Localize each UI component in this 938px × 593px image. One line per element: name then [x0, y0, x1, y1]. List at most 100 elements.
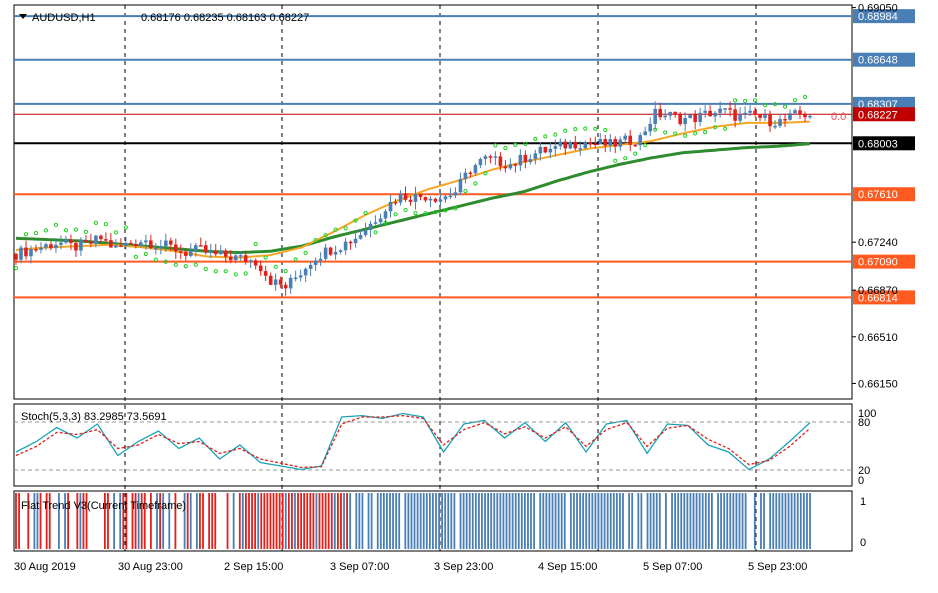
flat-trend-bar	[631, 493, 634, 549]
level-label-bg	[853, 9, 915, 24]
candle-body	[483, 156, 488, 160]
flat-trend-bar	[432, 493, 434, 549]
candle-body	[658, 108, 662, 118]
main-price-pane[interactable]	[13, 4, 853, 400]
sar-dot	[673, 131, 678, 136]
flat-trend-bar	[453, 493, 456, 549]
flat-trend-bar	[404, 493, 407, 549]
flat-trend-bar	[260, 493, 263, 549]
candle-body	[803, 114, 807, 118]
flat-trend-bar	[784, 493, 787, 549]
flat-trend-bar	[33, 493, 36, 549]
flat-trend-bar	[186, 493, 189, 549]
flat-trend-bar	[76, 493, 79, 549]
candle-body	[398, 193, 403, 203]
sar-dot	[163, 259, 168, 264]
candle-body	[793, 110, 797, 114]
flat-trend-bar	[428, 493, 431, 549]
sar-dot	[633, 151, 638, 156]
sar-dot	[63, 228, 69, 233]
sar-dot	[363, 210, 368, 216]
level-label-bg	[853, 187, 915, 202]
flat-trend-bar	[573, 493, 575, 549]
candle-body	[468, 172, 473, 175]
candle-body	[34, 249, 38, 251]
candle-body	[628, 135, 633, 145]
flat-trend-bar	[245, 493, 247, 549]
ohlc-values: 0.68176 0.68235 0.68163 0.68227	[141, 12, 309, 24]
flat-trend-bar	[450, 493, 453, 549]
dropdown-triangle-icon[interactable]	[19, 14, 27, 19]
sar-dot	[283, 268, 288, 274]
candle-body	[663, 115, 667, 118]
candle-body	[238, 255, 243, 257]
sar-dot	[393, 212, 398, 217]
flat-trend-bar	[806, 493, 808, 549]
flat-trend-bar	[232, 493, 235, 549]
flat-trend-bar	[594, 493, 597, 549]
flat-trend-bar	[343, 493, 345, 549]
flat-trend-bar	[585, 493, 588, 549]
candle-body	[144, 240, 148, 243]
flat-trend-bar	[520, 493, 523, 549]
flat-trend-bar	[726, 493, 729, 549]
candle-body	[553, 146, 558, 149]
flat-trend-bar	[802, 493, 805, 549]
flat-trend-bar	[392, 493, 394, 549]
candle-body	[588, 142, 593, 145]
flat-trend-bar	[303, 493, 306, 549]
sar-dot	[573, 127, 578, 132]
flat-trend-bar	[79, 493, 82, 549]
candle-body	[443, 196, 448, 200]
flat-trend-bar	[597, 493, 600, 549]
sar-dot	[523, 141, 528, 147]
candle-body	[778, 119, 782, 126]
candle-body	[203, 245, 208, 253]
candle-body	[703, 110, 707, 113]
price-level-labels: 0.689840.686480.683070.682270.680030.676…	[853, 9, 915, 305]
candle-body	[568, 141, 573, 149]
level-label-bg	[853, 136, 915, 151]
candle-body	[188, 250, 193, 256]
sar-dot	[792, 98, 798, 103]
candle-body	[718, 108, 722, 113]
candle-body	[69, 239, 73, 243]
candle-body	[49, 244, 53, 249]
candle-body	[653, 108, 657, 124]
sar-dot	[83, 229, 89, 234]
candle-body	[548, 148, 553, 153]
sar-dot	[593, 126, 598, 131]
candle-body	[513, 164, 518, 166]
level-label: 0.68003	[858, 138, 898, 150]
flat-trend-bar	[741, 493, 744, 549]
flat-trend-bar	[557, 493, 560, 549]
flat-trend-bar	[606, 493, 609, 549]
flat-trend-bar	[609, 493, 612, 549]
flat-trend-bar	[48, 493, 51, 549]
flat-trend-bar	[355, 493, 358, 549]
fast-moving-average	[15, 120, 811, 259]
candle-body	[473, 165, 478, 174]
vertical-grid-lines	[124, 5, 757, 551]
flat-trend-bar	[379, 493, 382, 549]
candle-body	[728, 108, 732, 110]
candle-body	[753, 110, 757, 115]
candle-body	[593, 143, 598, 146]
candle-body	[708, 110, 712, 117]
flat-trend-bar	[646, 493, 649, 549]
y-tick-label: 0.69050	[858, 3, 898, 15]
flat-trend-bar	[104, 493, 106, 549]
stochastic-pane[interactable]	[13, 403, 853, 487]
flat-trend-bar	[447, 493, 450, 549]
y-tick-label: 0.66150	[858, 378, 898, 390]
flat-trend-bar	[640, 493, 643, 549]
candle-body	[723, 108, 727, 110]
price-levels	[14, 15, 852, 299]
sar-dot	[802, 94, 808, 100]
flat-trend-bar	[655, 493, 658, 549]
sar-dot	[453, 206, 458, 211]
sar-dot	[663, 130, 668, 135]
flat-trend-bar	[778, 493, 781, 549]
candle-body	[288, 277, 293, 289]
